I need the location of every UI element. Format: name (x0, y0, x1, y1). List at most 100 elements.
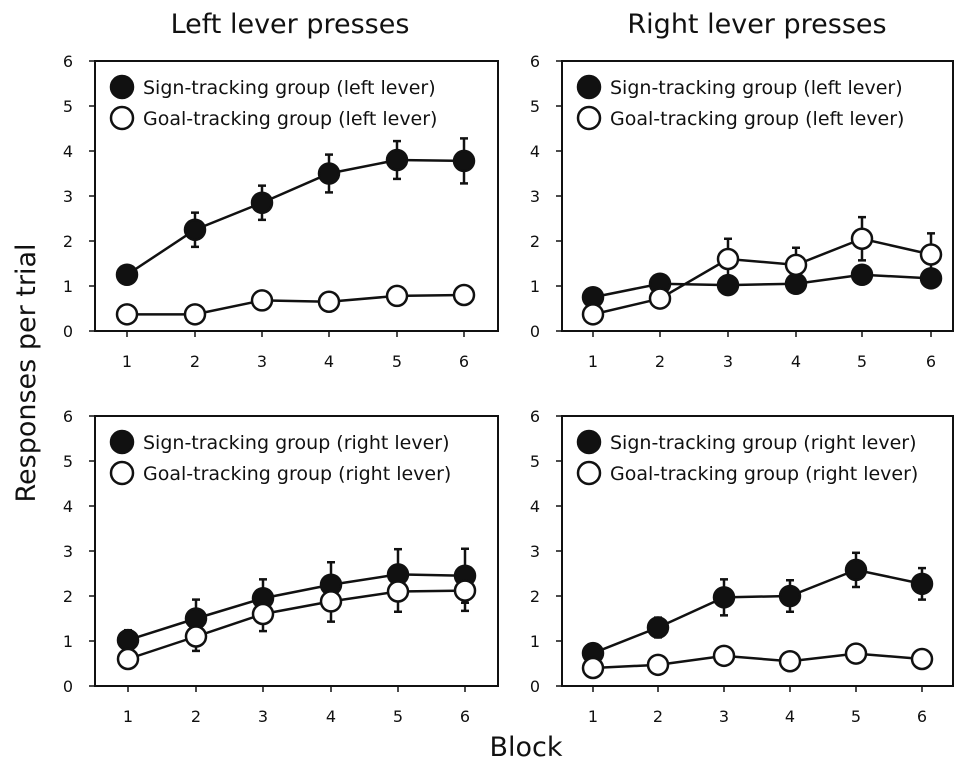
x-axis-title: Block (489, 732, 562, 763)
legend-label: Goal-tracking group (left lever) (143, 108, 437, 130)
data-point-open (385, 284, 409, 308)
data-point-open (581, 656, 605, 680)
x-tick-label: 2 (190, 352, 200, 371)
data-point-filled (385, 148, 409, 172)
data-point-filled (778, 584, 802, 608)
data-point-filled (250, 191, 274, 214)
series-line-filled (126, 158, 465, 276)
x-tick-label: 3 (719, 707, 729, 726)
series-line-filled (592, 568, 923, 655)
legend-marker-open (109, 105, 135, 131)
y-tick-label: 4 (63, 142, 73, 161)
data-point-open (183, 303, 207, 326)
y-tick-label: 1 (63, 632, 73, 651)
y-axis-title: Responses per trial (11, 244, 42, 503)
data-point-filled (784, 272, 808, 295)
x-tick-label: 1 (588, 352, 598, 371)
plot-frame (94, 60, 499, 332)
y-tick-label: 0 (530, 322, 540, 341)
data-point-filled (919, 267, 943, 290)
data-point-open (648, 287, 672, 310)
panel-bottom-left: 0 1 2 3 4 5 6 1 2 3 4 5 6 Sign-tracking group (right … (63, 407, 499, 726)
data-point-open (716, 247, 740, 271)
x-tick-label: 1 (588, 707, 598, 726)
y-tick-label: 1 (63, 277, 73, 296)
data-point-open (116, 647, 140, 671)
y-tick-label: 6 (530, 407, 540, 426)
x-tick-label: 5 (857, 352, 867, 371)
data-point-open (453, 579, 477, 602)
x-tick-label: 5 (392, 352, 402, 371)
x-tick-label: 4 (326, 707, 336, 726)
legend-marker-filled (109, 74, 135, 100)
legend: Sign-tracking group (left lever) Goal-tra… (576, 74, 904, 131)
series-line-open (592, 652, 923, 670)
data-point-filled (844, 558, 868, 582)
y-tick-label: 5 (530, 452, 540, 471)
legend-label: Sign-tracking group (right lever) (610, 432, 917, 454)
data-point-open (251, 602, 275, 626)
legend-marker-open (576, 105, 602, 131)
x-tick-label: 4 (785, 707, 795, 726)
x-tick-label: 4 (324, 352, 334, 371)
x-tick-label: 2 (191, 707, 201, 726)
x-tick-label: 5 (393, 707, 403, 726)
right-column-title: Right lever presses (627, 9, 886, 40)
y-tick-label: 5 (530, 97, 540, 116)
data-point-open (844, 642, 868, 665)
legend: Sign-tracking group (right lever) Goal-tr… (109, 429, 451, 486)
data-point-filled (910, 572, 934, 596)
left-column-title: Left lever presses (171, 9, 410, 40)
data-point-filled (712, 586, 736, 609)
legend-label: Goal-tracking group (left lever) (610, 108, 904, 130)
legend-marker-open (576, 460, 602, 486)
data-point-open (115, 303, 139, 326)
y-tick-label: 3 (63, 187, 73, 206)
y-tick-label: 0 (530, 677, 540, 696)
data-point-open (919, 243, 943, 266)
y-tick-label: 2 (530, 232, 540, 251)
x-tick-label: 2 (653, 707, 663, 726)
data-point-filled (115, 263, 139, 286)
y-tick-label: 1 (530, 632, 540, 651)
legend-marker-filled (109, 429, 135, 455)
legend-marker-filled (576, 74, 602, 100)
x-tick-label: 2 (655, 352, 665, 371)
data-point-filled (850, 263, 874, 286)
plot-frame (561, 415, 954, 687)
legend: Sign-tracking group (left lever) Goal-tra… (109, 74, 437, 131)
panel-top-right: 0 1 2 3 4 5 6 1 2 3 4 5 6 Sign-tracking group (left l… (530, 52, 954, 371)
panel-bottom-right: 0 1 2 3 4 5 6 1 2 3 4 5 6 Sign-tracking group (right … (530, 407, 954, 726)
y-tick-label: 1 (530, 277, 540, 296)
y-tick-label: 4 (530, 497, 540, 516)
x-tick-label: 1 (123, 707, 133, 726)
y-tick-label: 2 (530, 587, 540, 606)
y-tick-label: 6 (63, 52, 73, 71)
y-tick-label: 3 (530, 187, 540, 206)
data-point-filled (183, 218, 207, 241)
data-point-filled (716, 273, 740, 297)
x-tick-label: 3 (723, 352, 733, 371)
data-point-open (784, 253, 808, 277)
data-point-open (910, 647, 934, 671)
y-tick-label: 0 (63, 322, 73, 341)
data-point-open (319, 590, 343, 613)
legend-marker-open (109, 460, 135, 486)
data-point-open (581, 303, 605, 326)
data-point-open (850, 227, 874, 250)
panel-top-left: 0 1 2 3 4 5 6 1 2 3 4 5 6 Sign-tracking group (left l… (63, 52, 499, 371)
x-tick-label: 6 (460, 707, 470, 726)
y-tick-label: 3 (63, 542, 73, 561)
x-tick-label: 6 (459, 352, 469, 371)
x-tick-label: 4 (791, 352, 801, 371)
legend-label: Sign-tracking group (left lever) (610, 77, 903, 99)
data-point-open (452, 283, 476, 307)
data-point-open (712, 644, 736, 668)
data-point-open (646, 653, 670, 677)
data-point-open (184, 625, 208, 648)
data-point-open (250, 289, 274, 312)
x-tick-label: 5 (851, 707, 861, 726)
y-tick-label: 6 (530, 52, 540, 71)
x-tick-label: 1 (122, 352, 132, 371)
